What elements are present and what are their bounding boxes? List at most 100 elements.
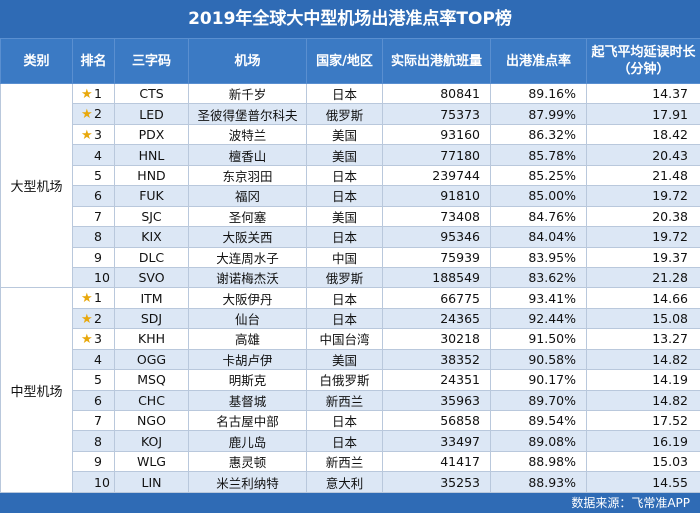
delay-cell: 20.38 bbox=[587, 206, 700, 226]
rate-cell: 85.78% bbox=[491, 145, 587, 165]
delay-cell: 21.28 bbox=[587, 267, 700, 287]
delay-cell: 19.72 bbox=[587, 186, 700, 206]
country-cell: 白俄罗斯 bbox=[307, 370, 383, 390]
star-icon: ★ bbox=[81, 128, 94, 143]
rank-cell: 7 bbox=[73, 206, 115, 226]
rank-value: 9 bbox=[94, 250, 102, 265]
delay-cell: 17.91 bbox=[587, 104, 700, 124]
country-cell: 中国台湾 bbox=[307, 329, 383, 349]
country-cell: 中国 bbox=[307, 247, 383, 267]
airport-cell: 圣彼得堡普尔科夫 bbox=[189, 104, 307, 124]
rank-cell: ★3 bbox=[73, 124, 115, 144]
delay-cell: 15.08 bbox=[587, 308, 700, 328]
header-category: 类别 bbox=[1, 39, 73, 84]
rank-value: 3 bbox=[94, 331, 102, 346]
header-delay-unit: （分钟） bbox=[617, 62, 669, 77]
code-cell: DLC bbox=[115, 247, 189, 267]
airport-cell: 仙台 bbox=[189, 308, 307, 328]
rate-cell: 86.32% bbox=[491, 124, 587, 144]
code-cell: CTS bbox=[115, 84, 189, 104]
airport-cell: 高雄 bbox=[189, 329, 307, 349]
rank-cell: 9 bbox=[73, 247, 115, 267]
rank-cell: 6 bbox=[73, 186, 115, 206]
rank-value: 2 bbox=[94, 311, 102, 326]
rate-cell: 92.44% bbox=[491, 308, 587, 328]
country-cell: 新西兰 bbox=[307, 451, 383, 471]
rate-cell: 84.76% bbox=[491, 206, 587, 226]
rate-cell: 85.00% bbox=[491, 186, 587, 206]
country-cell: 日本 bbox=[307, 227, 383, 247]
rank-cell: 9 bbox=[73, 451, 115, 471]
rank-value: 7 bbox=[94, 209, 102, 224]
country-cell: 日本 bbox=[307, 186, 383, 206]
code-cell: SVO bbox=[115, 267, 189, 287]
rank-cell: 7 bbox=[73, 411, 115, 431]
delay-cell: 19.37 bbox=[587, 247, 700, 267]
rank-value: 1 bbox=[94, 86, 102, 101]
flights-cell: 38352 bbox=[383, 349, 491, 369]
rate-cell: 89.08% bbox=[491, 431, 587, 451]
code-cell: HNL bbox=[115, 145, 189, 165]
header-airport: 机场 bbox=[189, 39, 307, 84]
rank-cell: ★1 bbox=[73, 84, 115, 104]
star-icon: ★ bbox=[81, 291, 94, 306]
airport-cell: 大阪伊丹 bbox=[189, 288, 307, 308]
flights-cell: 30218 bbox=[383, 329, 491, 349]
rate-cell: 88.93% bbox=[491, 472, 587, 492]
airport-cell: 米兰利纳特 bbox=[189, 472, 307, 492]
rate-cell: 89.54% bbox=[491, 411, 587, 431]
rank-value: 5 bbox=[94, 168, 102, 183]
flights-cell: 24365 bbox=[383, 308, 491, 328]
rank-value: 4 bbox=[94, 352, 102, 367]
airport-cell: 明斯克 bbox=[189, 370, 307, 390]
country-cell: 新西兰 bbox=[307, 390, 383, 410]
delay-cell: 19.72 bbox=[587, 227, 700, 247]
flights-cell: 93160 bbox=[383, 124, 491, 144]
rank-value: 9 bbox=[94, 454, 102, 469]
delay-cell: 13.27 bbox=[587, 329, 700, 349]
code-cell: OGG bbox=[115, 349, 189, 369]
country-cell: 俄罗斯 bbox=[307, 267, 383, 287]
header-country: 国家/地区 bbox=[307, 39, 383, 84]
flights-cell: 66775 bbox=[383, 288, 491, 308]
rank-value: 6 bbox=[94, 188, 102, 203]
airport-cell: 檀香山 bbox=[189, 145, 307, 165]
rank-value: 10 bbox=[94, 270, 110, 285]
country-cell: 日本 bbox=[307, 288, 383, 308]
code-cell: PDX bbox=[115, 124, 189, 144]
rank-value: 10 bbox=[94, 475, 110, 490]
star-icon: ★ bbox=[81, 332, 94, 347]
rank-value: 3 bbox=[94, 127, 102, 142]
delay-cell: 14.82 bbox=[587, 390, 700, 410]
rank-value: 2 bbox=[94, 106, 102, 121]
flights-cell: 75373 bbox=[383, 104, 491, 124]
header-row: 类别 排名 三字码 机场 国家/地区 实际出港航班量 出港准点率 起飞平均延误时… bbox=[1, 39, 700, 84]
airport-cell: 谢诺梅杰沃 bbox=[189, 267, 307, 287]
rate-cell: 88.98% bbox=[491, 451, 587, 471]
rank-value: 1 bbox=[94, 290, 102, 305]
country-cell: 美国 bbox=[307, 349, 383, 369]
rank-value: 7 bbox=[94, 413, 102, 428]
code-cell: SDJ bbox=[115, 308, 189, 328]
delay-cell: 14.37 bbox=[587, 84, 700, 104]
rank-value: 8 bbox=[94, 229, 102, 244]
airport-cell: 卡胡卢伊 bbox=[189, 349, 307, 369]
rank-cell: 4 bbox=[73, 349, 115, 369]
country-cell: 日本 bbox=[307, 165, 383, 185]
rank-cell: ★1 bbox=[73, 288, 115, 308]
airport-cell: 福冈 bbox=[189, 186, 307, 206]
country-cell: 美国 bbox=[307, 145, 383, 165]
rate-cell: 83.62% bbox=[491, 267, 587, 287]
star-icon: ★ bbox=[81, 312, 94, 327]
